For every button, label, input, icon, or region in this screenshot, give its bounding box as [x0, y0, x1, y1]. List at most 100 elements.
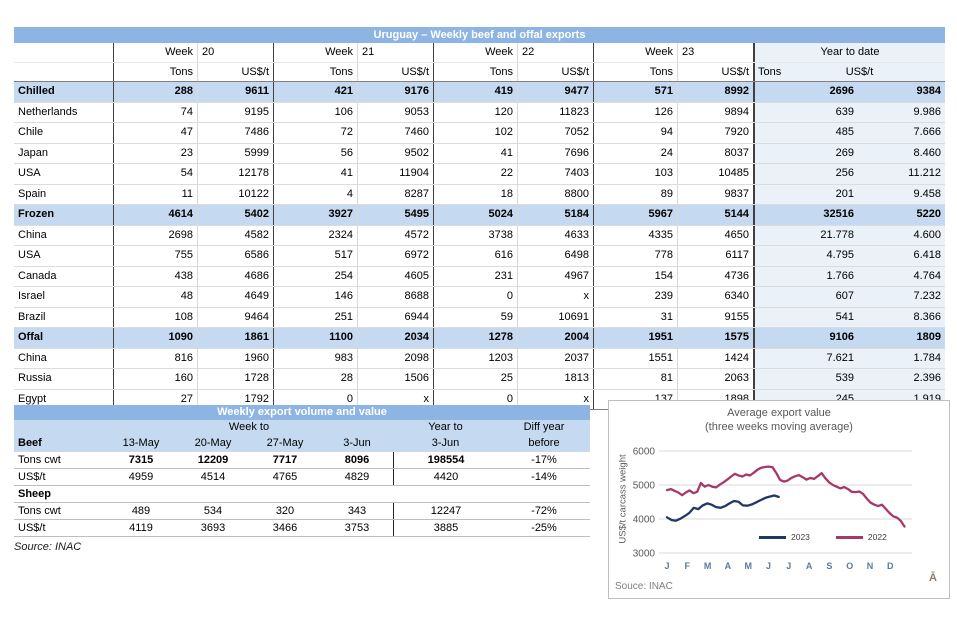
- corner-mark: Ā: [929, 572, 937, 584]
- value-cell: 8992: [677, 82, 753, 102]
- value-cell: 6498: [517, 246, 593, 266]
- legend-label: 2022: [867, 532, 887, 542]
- dates-header-row: Beef 13-May 20-May 27-May 3-Jun 3-Jun be…: [14, 435, 590, 452]
- value-cell: 4572: [357, 225, 433, 245]
- date-header: 27-May: [266, 437, 304, 449]
- value-cell: 198554: [393, 452, 498, 468]
- value-cell: [393, 486, 498, 502]
- units-header-row: Tons US$/t Tons US$/t Tons US$/t Tons US…: [14, 63, 945, 82]
- value-cell: 2696: [753, 82, 858, 102]
- table-row: Japan 23 5999 56 9502 41 7696 24 8037 269 8.460: [14, 143, 945, 164]
- value-cell: 9.458: [858, 184, 945, 204]
- value-cell: 6340: [677, 287, 753, 307]
- weekly-export-table: Weekly export volume and value Week to Y…: [14, 405, 590, 553]
- value-cell: 24: [593, 143, 677, 163]
- value-cell: 5402: [197, 205, 273, 225]
- value-cell: 6972: [357, 246, 433, 266]
- svg-text:J: J: [664, 561, 669, 571]
- value-cell: 2037: [517, 348, 593, 368]
- week-label: Week: [273, 43, 357, 62]
- value-cell: 4.600: [858, 225, 945, 245]
- value-cell: 5999: [197, 143, 273, 163]
- row-label: Brazil: [18, 310, 46, 323]
- value-cell: 2034: [357, 328, 433, 348]
- col-header-tons: Tons: [433, 63, 517, 81]
- row-label: Spain: [18, 187, 47, 200]
- table-row: Offal 1090 1861 1100 2034 1278 2004 1951 1575 910…: [14, 328, 945, 349]
- value-cell: 9384: [916, 85, 941, 97]
- value-cell: 4633: [517, 225, 593, 245]
- value-cell: 607: [753, 287, 858, 307]
- table-row: Netherlands 74 9195 106 9053 120 11823 126 9894 6…: [14, 102, 945, 123]
- value-cell: 146: [273, 287, 357, 307]
- value-cell: 7.666: [858, 123, 945, 143]
- value-cell: 5184: [517, 205, 593, 225]
- value-cell: 10122: [197, 184, 273, 204]
- value-cell: 47: [113, 123, 197, 143]
- value-cell: 21.778: [753, 225, 858, 245]
- table-row: Tons cwt 7315 12209 7717 8096 198554 -17%: [14, 452, 590, 469]
- value-cell: x: [517, 389, 593, 409]
- table-row: Brazil 108 9464 251 6944 59 10691 31 9155 541 8.36…: [14, 307, 945, 328]
- col-header-tons: Tons: [758, 66, 782, 78]
- legend-line-2023-icon: [759, 535, 786, 539]
- value-cell: 8.366: [858, 307, 945, 327]
- value-cell: 28: [273, 369, 357, 389]
- value-cell: 8.460: [858, 143, 945, 163]
- value-cell: 254: [273, 266, 357, 286]
- row-label: US$/t: [18, 522, 46, 534]
- table-row: China 2698 4582 2324 4572 3738 4633 4335 4650 21.…: [14, 225, 945, 246]
- value-cell: 4582: [197, 225, 273, 245]
- table-row: USA 54 12178 41 11904 22 7403 103 10485 256 11.212: [14, 164, 945, 185]
- value-cell: 778: [593, 246, 677, 266]
- value-cell: 4736: [677, 266, 753, 286]
- value-cell: 419: [433, 82, 517, 102]
- table-row: Canada 438 4686 254 4605 231 4967 154 4736 1.766 4…: [14, 266, 945, 287]
- value-cell: 0: [433, 287, 517, 307]
- value-cell: 160: [113, 369, 197, 389]
- value-cell: 9195: [197, 102, 273, 122]
- value-cell: 4605: [357, 266, 433, 286]
- value-cell: 8688: [357, 287, 433, 307]
- value-cell: 816: [113, 348, 197, 368]
- value-cell: 1506: [357, 369, 433, 389]
- value-cell: 12247: [393, 503, 498, 519]
- value-cell: 154: [593, 266, 677, 286]
- legend-item-2023: 2023: [759, 532, 810, 542]
- value-cell: 4650: [677, 225, 753, 245]
- col-header-tons: Tons: [273, 63, 357, 81]
- value-cell: 10485: [677, 164, 753, 184]
- value-cell: -14%: [531, 471, 557, 483]
- svg-text:5000: 5000: [633, 481, 656, 492]
- table-row: Russia 160 1728 28 1506 25 1813 81 2063 539 2.396: [14, 369, 945, 390]
- value-cell: 343: [347, 505, 367, 517]
- value-cell: 251: [273, 307, 357, 327]
- value-cell: 4829: [344, 471, 370, 483]
- value-cell: 2004: [517, 328, 593, 348]
- value-cell: 9502: [357, 143, 433, 163]
- value-cell: 1.784: [858, 348, 945, 368]
- value-cell: 269: [753, 143, 858, 163]
- table-row: Frozen 4614 5402 3927 5495 5024 5184 5967 5144 32…: [14, 205, 945, 226]
- col-header-tons: Tons: [593, 63, 677, 81]
- value-cell: 1100: [273, 328, 357, 348]
- value-cell: [177, 486, 249, 502]
- beef-section-label: Beef: [18, 437, 42, 449]
- row-label: USA: [18, 167, 41, 179]
- col-header-usd: US$/t: [845, 66, 874, 78]
- table-row: Israel 48 4649 146 8688 0 x 239 6340 607 7.232: [14, 287, 945, 308]
- value-cell: 120: [433, 102, 517, 122]
- table-row: USA 755 6586 517 6972 616 6498 778 6117 4.795 6.41…: [14, 246, 945, 267]
- value-cell: 27: [113, 389, 197, 409]
- value-cell: 485: [753, 123, 858, 143]
- value-cell: 10691: [517, 307, 593, 327]
- value-cell: 9464: [197, 307, 273, 327]
- table-title: Uruguay – Weekly beef and offal exports: [14, 27, 945, 43]
- value-cell: 8037: [677, 143, 753, 163]
- value-cell: 12178: [197, 164, 273, 184]
- value-cell: 18: [433, 184, 517, 204]
- value-cell: 9106: [753, 328, 858, 348]
- value-cell: 8096: [344, 454, 370, 466]
- value-cell: 106: [273, 102, 357, 122]
